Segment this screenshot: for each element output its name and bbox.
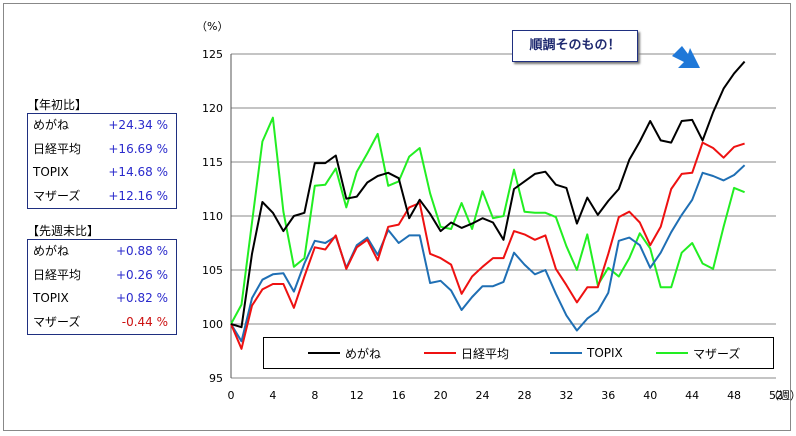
x-tick-label: 16: [392, 389, 406, 402]
x-tick-label: 28: [517, 389, 531, 402]
y-axis-ticks: 95 100 105 110 115 120 125: [202, 48, 223, 385]
legend-swatch: [308, 352, 340, 354]
x-tick-label: 32: [559, 389, 573, 402]
x-axis-ticks: 0 4 8 12 16 20 24 28 32 36 40 44 48 52: [228, 389, 784, 402]
table-row: TOPIX +14.68 %: [33, 165, 168, 179]
legend-swatch: [424, 352, 456, 354]
x-tick-label: 8: [311, 389, 318, 402]
x-tick-label: 36: [601, 389, 615, 402]
legend-item-nikkei: 日経平均: [424, 338, 509, 368]
legend-item-megane: めがね: [308, 338, 381, 368]
legend-item-mothers: マザーズ: [656, 338, 740, 368]
y-tick-label: 125: [202, 48, 223, 61]
table-row: マザーズ -0.44 %: [33, 314, 168, 329]
x-tick-label: 48: [727, 389, 741, 402]
x-tick-label: 4: [269, 389, 276, 402]
legend-item-topix: TOPIX: [550, 338, 623, 368]
week-table-title: 【先週末比】: [27, 224, 100, 238]
week-table: めがね +0.88 % 日経平均 +0.26 % TOPIX +0.82 % マザーズ…: [27, 239, 177, 335]
table-row: めがね +24.34 %: [33, 118, 168, 132]
table-row: TOPIX +0.82 %: [33, 291, 168, 305]
annotation-callout: 順調そのもの！: [512, 30, 638, 62]
series-line-mothers: [230, 116, 745, 325]
y-axis-unit: （%）: [196, 20, 228, 33]
y-tick-label: 120: [202, 102, 223, 115]
series-lines: [230, 60, 746, 350]
x-tick-label: 0: [228, 389, 235, 402]
y-tick-label: 110: [202, 210, 223, 223]
table-row: 日経平均 +0.26 %: [33, 267, 168, 282]
y-tick-label: 105: [202, 264, 223, 277]
series-line-nikkei: [230, 141, 745, 350]
ytd-table: めがね +24.34 % 日経平均 +16.69 % TOPIX +14.68 % マ…: [27, 113, 177, 209]
table-row: めがね +0.88 %: [33, 244, 168, 258]
x-tick-label: 12: [350, 389, 364, 402]
arrow-icon: [672, 46, 700, 68]
table-row: マザーズ +12.16 %: [33, 188, 168, 203]
x-tick-label: 40: [643, 389, 657, 402]
legend-swatch: [656, 352, 688, 354]
x-tick-label: 24: [476, 389, 490, 402]
table-row: 日経平均 +16.69 %: [33, 141, 168, 156]
ytd-table-title: 【年初比】: [27, 98, 88, 112]
legend-swatch: [550, 352, 582, 354]
y-tick-label: 100: [202, 318, 223, 331]
series-line-megane: [230, 60, 746, 329]
x-tick-label: 44: [685, 389, 699, 402]
series-line-topix: [230, 164, 746, 343]
y-tick-label: 115: [202, 156, 223, 169]
x-tick-label: 20: [434, 389, 448, 402]
y-tick-label: 95: [209, 372, 223, 385]
x-axis-unit: （週）: [768, 389, 796, 402]
x-tick-label: 52: [769, 389, 783, 402]
chart-legend: めがね 日経平均 TOPIX マザーズ: [263, 337, 774, 369]
